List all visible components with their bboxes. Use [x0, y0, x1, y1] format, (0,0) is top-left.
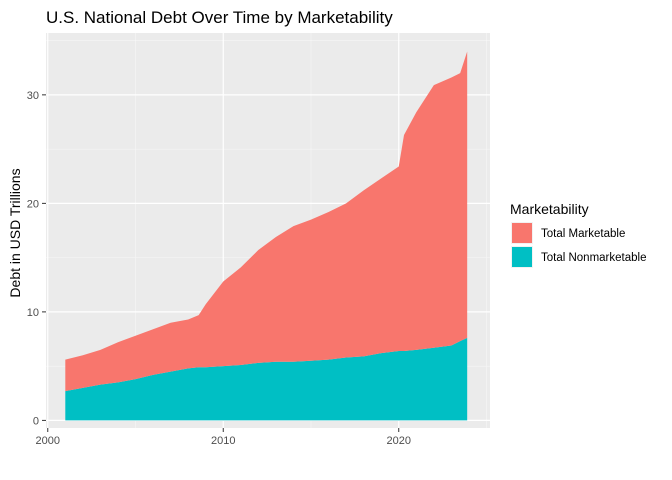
legend: Marketability Total Marketable Total Nonm… [510, 201, 646, 268]
area-total-marketable [65, 51, 468, 392]
legend-swatch-total-nonmarketable [512, 247, 532, 267]
y-tick-label: 30 [27, 90, 39, 102]
legend-label-total-marketable: Total Marketable [541, 228, 625, 240]
chart-title: U.S. National Debt Over Time by Marketab… [46, 8, 393, 27]
y-tick-label: 20 [27, 198, 39, 210]
legend-title: Marketability [510, 201, 589, 217]
series-areas [65, 51, 468, 421]
legend-swatch-total-marketable [512, 223, 532, 243]
y-tick-label: 10 [27, 307, 39, 319]
x-axis: 2000 2010 2020 [36, 428, 411, 447]
y-axis-title: Debt in USD Trillions [7, 168, 23, 297]
y-axis: 0 10 20 30 [27, 90, 46, 427]
area-total-nonmarketable [65, 337, 468, 421]
legend-label-total-nonmarketable: Total Nonmarketable [541, 252, 646, 264]
x-tick-label: 2000 [36, 435, 60, 447]
x-tick-label: 2020 [387, 435, 411, 447]
x-tick-label: 2010 [211, 435, 235, 447]
y-tick-label: 0 [33, 415, 39, 427]
